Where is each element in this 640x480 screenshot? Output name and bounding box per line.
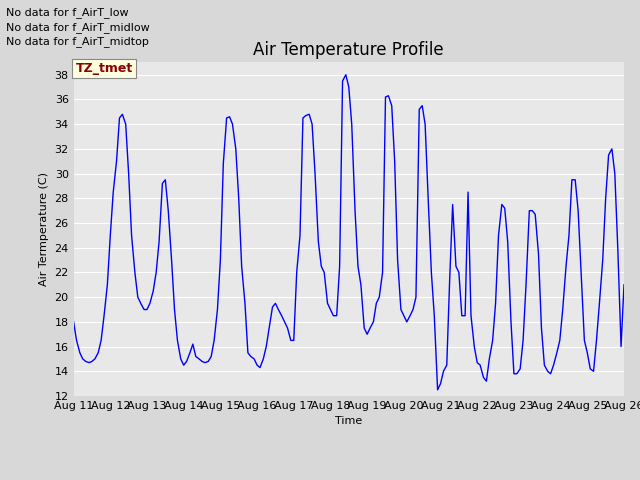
Text: No data for f_AirT_low: No data for f_AirT_low <box>6 7 129 18</box>
Text: No data for f_AirT_midlow: No data for f_AirT_midlow <box>6 22 150 33</box>
Text: TZ_tmet: TZ_tmet <box>76 62 132 75</box>
Text: No data for f_AirT_midtop: No data for f_AirT_midtop <box>6 36 149 47</box>
Title: Air Temperature Profile: Air Temperature Profile <box>253 41 444 60</box>
Y-axis label: Air Termperature (C): Air Termperature (C) <box>39 172 49 286</box>
X-axis label: Time: Time <box>335 417 362 426</box>
